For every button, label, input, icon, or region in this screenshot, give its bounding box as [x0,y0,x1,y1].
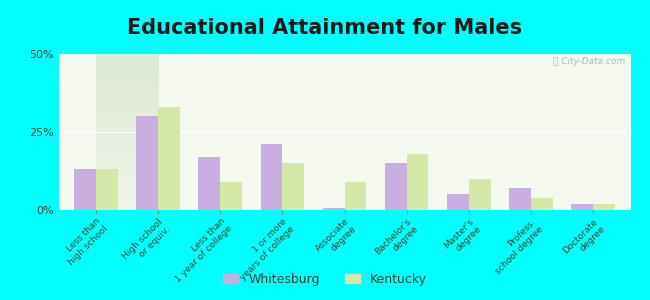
Bar [407,154,428,210]
Bar [344,182,366,210]
Bar [74,169,96,210]
Bar [198,157,220,210]
Bar [136,116,158,210]
Bar [571,204,593,210]
Bar [469,179,491,210]
Bar [531,197,552,210]
Bar [261,145,282,210]
Bar [96,169,118,210]
Bar [385,163,407,210]
Bar [158,107,180,210]
Bar [220,182,242,210]
Bar [282,163,304,210]
Bar [323,208,345,210]
Bar [447,194,469,210]
Legend: Whitesburg, Kentucky: Whitesburg, Kentucky [218,268,432,291]
Text: ⓘ City-Data.com: ⓘ City-Data.com [552,57,625,66]
Bar [593,204,615,210]
Bar [509,188,531,210]
Text: Educational Attainment for Males: Educational Attainment for Males [127,18,523,38]
